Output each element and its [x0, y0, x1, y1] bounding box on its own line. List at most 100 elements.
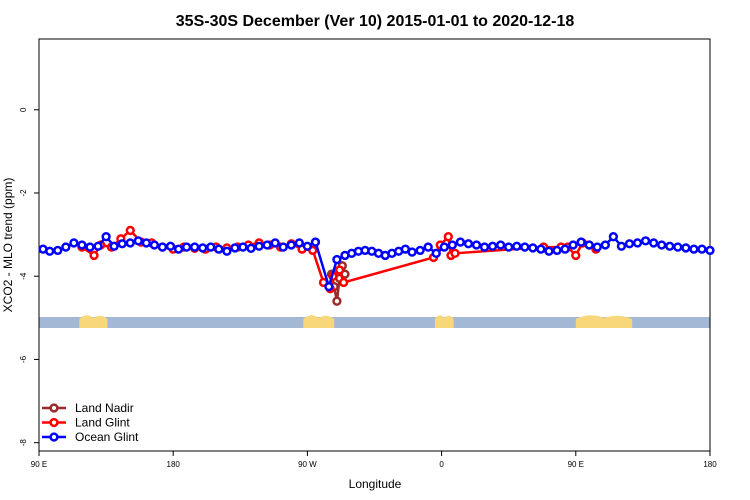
data-point [246, 243, 256, 253]
data-point [61, 242, 71, 252]
series [38, 225, 715, 306]
data-point [214, 244, 224, 254]
data-point [450, 248, 460, 258]
x-tick-label: 90 E [31, 460, 47, 469]
data-point [624, 239, 635, 249]
y-tick-label: -2 [19, 189, 28, 197]
data-point [165, 241, 176, 251]
data-point [85, 242, 95, 252]
data-point [665, 241, 675, 251]
legend-item: Land Glint [42, 416, 130, 430]
data-point [149, 240, 160, 250]
data-point [673, 242, 683, 252]
legend-swatch-marker [49, 417, 59, 428]
x-axis-label: Longitude [349, 477, 402, 491]
land-band-segment [79, 315, 108, 328]
land-ocean-band [39, 315, 710, 328]
data-point [657, 240, 667, 250]
data-point [324, 281, 334, 292]
data-point [53, 245, 63, 256]
data-point [302, 241, 313, 251]
data-point [431, 248, 441, 258]
x-tick-label: 180 [167, 460, 181, 469]
data-point [338, 277, 349, 288]
data-point [479, 242, 490, 252]
data-point [141, 238, 152, 248]
data-point [471, 240, 482, 250]
land-band-segment [434, 315, 454, 328]
data-point [77, 240, 87, 250]
legend-label: Land Glint [75, 416, 130, 430]
data-point [198, 243, 208, 253]
data-point [576, 237, 586, 247]
y-tick-label: -4 [19, 272, 28, 280]
data-point [415, 245, 425, 256]
data-point [133, 236, 143, 246]
land-band-segment [303, 315, 335, 328]
data-point [463, 239, 474, 249]
data-point [101, 232, 111, 242]
data-point [600, 240, 610, 250]
data-point [238, 242, 248, 252]
data-point [443, 232, 453, 242]
data-point [439, 242, 449, 252]
axes: 90 E 180 90 W 0 90 E 180 0 -2 -4 -6 -8 [19, 107, 717, 469]
data-point [455, 237, 466, 247]
data-point [608, 232, 619, 242]
legend-item: Ocean Glint [42, 430, 139, 444]
data-point [206, 242, 216, 252]
y-tick-label: -6 [19, 355, 28, 363]
data-point [528, 243, 538, 253]
plot-frame [38, 38, 711, 452]
data-point [294, 238, 304, 248]
data-point [584, 240, 594, 250]
data-point [230, 243, 240, 253]
data-point [334, 265, 345, 275]
data-point [544, 246, 554, 256]
legend-label: Land Nadir [75, 401, 134, 415]
legend-swatch-marker [49, 403, 59, 413]
data-point [125, 238, 135, 248]
data-point [117, 239, 127, 249]
series-ocean-glint [38, 232, 715, 292]
data-point [705, 245, 715, 256]
data-point [648, 238, 659, 248]
data-point [190, 242, 200, 252]
data-point [332, 254, 342, 265]
data-point [616, 241, 627, 251]
data-point [109, 241, 119, 251]
data-point [310, 237, 321, 247]
data-point [632, 238, 643, 248]
data-point [495, 240, 506, 250]
data-point [69, 238, 79, 248]
y-tick-label: 0 [19, 107, 28, 112]
data-point [560, 244, 570, 254]
data-point [254, 241, 264, 251]
data-point [93, 241, 103, 251]
data-point [89, 250, 99, 261]
data-point [157, 242, 168, 252]
data-point [640, 236, 651, 246]
data-point [552, 245, 562, 256]
data-point [286, 240, 296, 250]
data-point [536, 244, 546, 254]
data-point [173, 244, 184, 254]
data-point [520, 242, 530, 252]
data-point [512, 241, 522, 251]
data-point [45, 246, 55, 256]
legend-swatch-marker [49, 432, 59, 442]
ocean-band [39, 316, 710, 328]
data-point [568, 240, 578, 250]
data-point [222, 246, 232, 256]
x-tick-label: 0 [439, 460, 444, 469]
data-point [504, 242, 514, 252]
data-point [681, 243, 691, 253]
x-tick-label: 90 W [298, 460, 317, 469]
data-point [125, 225, 135, 236]
y-axis-label: XCO2 - MLO trend (ppm) [1, 178, 15, 313]
data-point [447, 240, 457, 250]
legend-label: Ocean Glint [75, 430, 139, 444]
data-point [278, 242, 288, 252]
